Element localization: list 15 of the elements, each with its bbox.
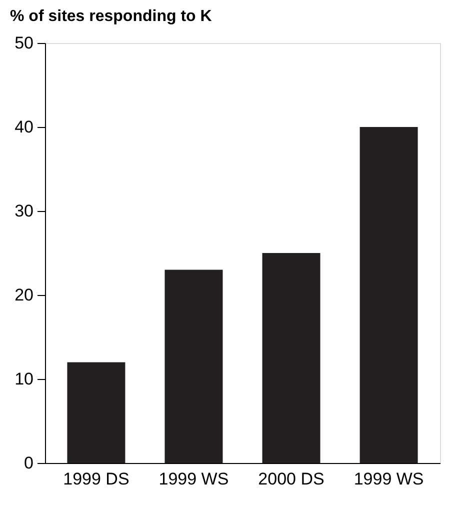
y-tick-label: 0 xyxy=(24,454,34,472)
bar xyxy=(67,362,126,463)
bar xyxy=(262,253,320,463)
x-tick-label: 1999 WS xyxy=(158,470,229,488)
bar xyxy=(360,127,418,463)
y-tick-label: 10 xyxy=(14,370,34,388)
y-tick-label: 50 xyxy=(14,34,34,52)
y-tick-label: 40 xyxy=(14,118,34,136)
bar xyxy=(164,270,223,463)
y-tick-label: 30 xyxy=(14,202,34,220)
x-tick-label: 2000 DS xyxy=(258,470,324,488)
chart-title: % of sites responding to K xyxy=(10,8,212,25)
x-tick-label: 1999 WS xyxy=(354,470,424,488)
y-tick-label: 20 xyxy=(14,286,34,304)
x-tick-label: 1999 DS xyxy=(63,470,130,488)
